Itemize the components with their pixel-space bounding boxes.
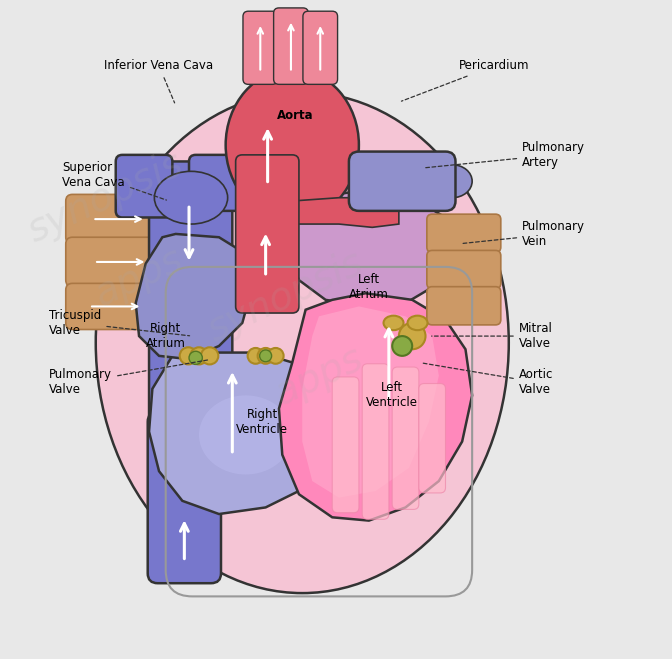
Text: Pulmonary
Vein: Pulmonary Vein — [462, 220, 585, 248]
Text: Right
Ventricle: Right Ventricle — [237, 408, 288, 436]
Ellipse shape — [226, 69, 359, 221]
Ellipse shape — [199, 395, 292, 474]
FancyBboxPatch shape — [66, 283, 166, 330]
Circle shape — [179, 347, 197, 364]
FancyBboxPatch shape — [274, 8, 308, 84]
Polygon shape — [149, 353, 339, 514]
Text: Right
Atrium: Right Atrium — [146, 322, 185, 350]
FancyBboxPatch shape — [427, 287, 501, 325]
FancyBboxPatch shape — [362, 364, 389, 519]
Text: Pulmonary
Valve: Pulmonary Valve — [49, 360, 210, 396]
Circle shape — [201, 347, 218, 364]
Text: apps: apps — [89, 240, 190, 314]
Polygon shape — [286, 191, 452, 306]
Text: Aorta: Aorta — [278, 109, 314, 122]
Polygon shape — [302, 306, 439, 498]
FancyBboxPatch shape — [236, 155, 299, 313]
Circle shape — [257, 348, 274, 364]
Polygon shape — [292, 198, 399, 227]
Ellipse shape — [384, 316, 403, 330]
Polygon shape — [279, 293, 472, 521]
FancyBboxPatch shape — [427, 250, 501, 289]
FancyBboxPatch shape — [349, 152, 456, 211]
Text: Pericardium: Pericardium — [401, 59, 530, 101]
Circle shape — [248, 348, 263, 364]
FancyBboxPatch shape — [66, 237, 175, 287]
FancyBboxPatch shape — [419, 384, 446, 493]
Ellipse shape — [155, 171, 228, 224]
FancyBboxPatch shape — [189, 155, 243, 211]
Circle shape — [259, 350, 271, 362]
Text: Pulmonary
Artery: Pulmonary Artery — [425, 141, 585, 169]
Circle shape — [190, 347, 208, 364]
Ellipse shape — [407, 316, 427, 330]
FancyBboxPatch shape — [66, 194, 172, 244]
FancyBboxPatch shape — [332, 377, 359, 513]
FancyBboxPatch shape — [243, 11, 278, 84]
FancyBboxPatch shape — [149, 161, 233, 438]
Text: synopsis: synopsis — [22, 145, 190, 250]
Polygon shape — [136, 234, 252, 359]
Text: Left
Atrium: Left Atrium — [349, 273, 389, 301]
FancyBboxPatch shape — [392, 367, 419, 509]
Ellipse shape — [432, 165, 472, 198]
FancyBboxPatch shape — [303, 11, 337, 84]
Ellipse shape — [95, 92, 509, 593]
Text: apps: apps — [269, 339, 369, 413]
Circle shape — [189, 351, 202, 364]
Circle shape — [392, 336, 412, 356]
Text: synopsis: synopsis — [202, 244, 370, 349]
Text: Tricuspid
Valve: Tricuspid Valve — [49, 309, 190, 337]
Text: Mitral
Valve: Mitral Valve — [431, 322, 552, 350]
Text: Left
Ventricle: Left Ventricle — [366, 382, 418, 409]
FancyBboxPatch shape — [148, 412, 221, 583]
Circle shape — [267, 348, 284, 364]
FancyBboxPatch shape — [427, 214, 501, 252]
Text: Superior
Vena Cava: Superior Vena Cava — [62, 161, 167, 200]
Text: Aortic
Valve: Aortic Valve — [421, 363, 553, 396]
Text: Inferior Vena Cava: Inferior Vena Cava — [104, 59, 214, 103]
Circle shape — [399, 323, 425, 349]
FancyBboxPatch shape — [116, 155, 172, 217]
